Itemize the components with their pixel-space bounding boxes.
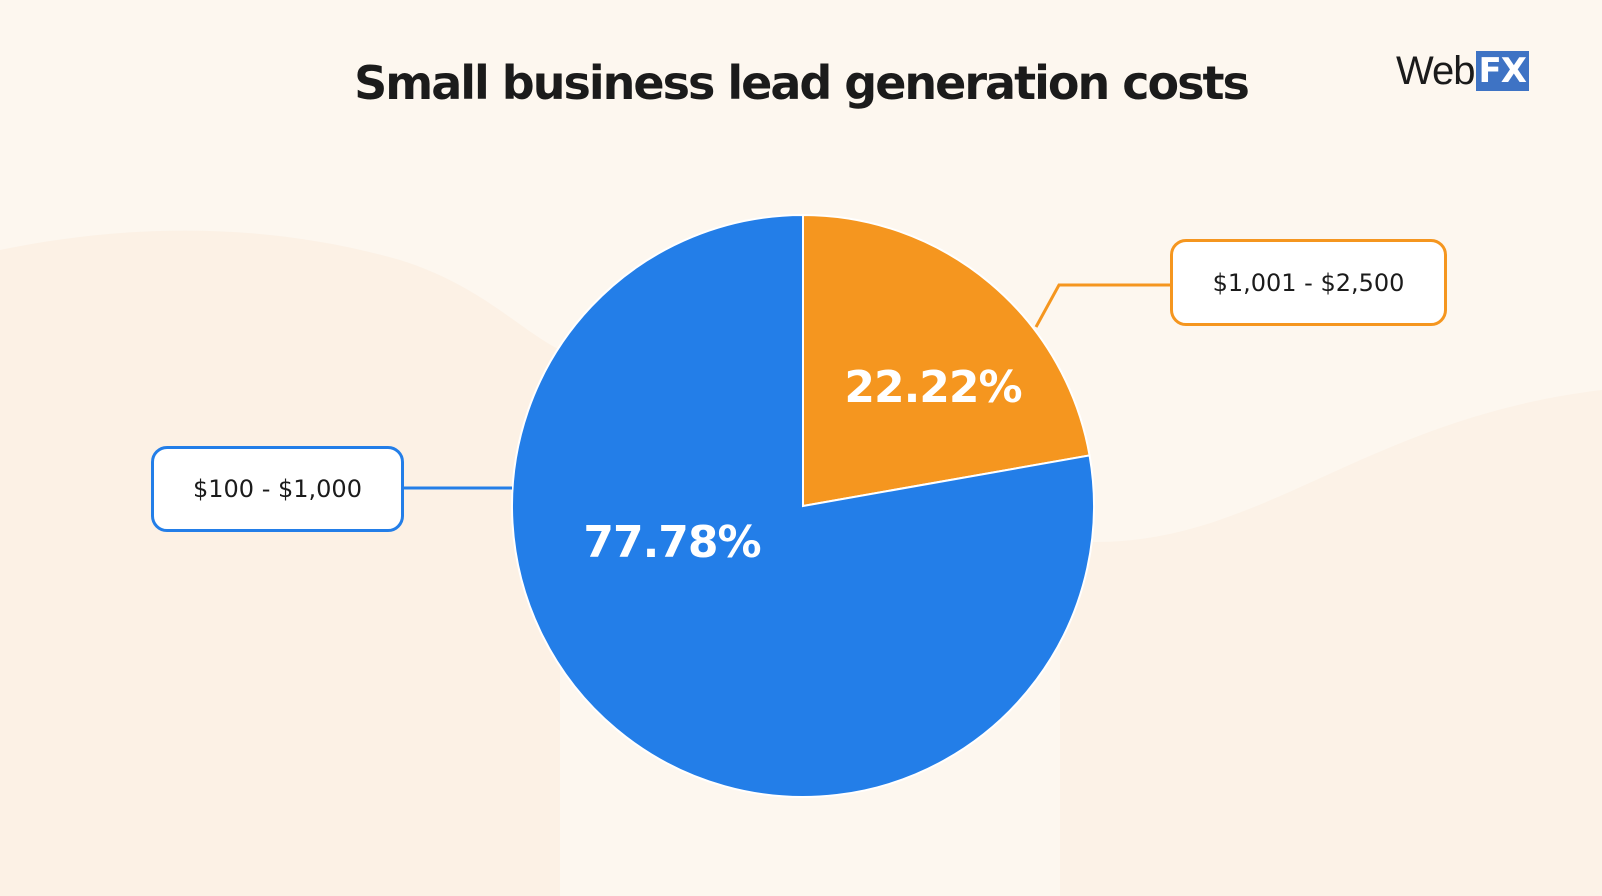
webfx-logo: Web FX (1396, 48, 1529, 93)
chart-title: Small business lead generation costs (354, 56, 1250, 110)
category-label: $1,001 - $2,500 (1212, 268, 1405, 297)
callout-label-1: $1,001 - $2,500 (1170, 239, 1447, 326)
slice-percent-label-1: 22.22% (844, 362, 1021, 413)
callout-label-0: $100 - $1,000 (151, 446, 404, 532)
logo-badge: FX (1475, 51, 1529, 91)
pie-slices (511, 213, 1095, 798)
pie-slice-1 (802, 213, 1091, 508)
logo-text: Web (1396, 48, 1476, 93)
pie-slice-0 (511, 213, 1095, 798)
callout-leaders (404, 283, 1170, 490)
category-label: $100 - $1,000 (193, 475, 362, 503)
slice-labels: 22.22% 77.78% (583, 362, 1022, 568)
callout-leader-1 (1034, 283, 1170, 328)
background-wave (1060, 390, 1602, 896)
background-wave (0, 230, 560, 896)
slice-percent-label-0: 77.78% (583, 517, 760, 568)
